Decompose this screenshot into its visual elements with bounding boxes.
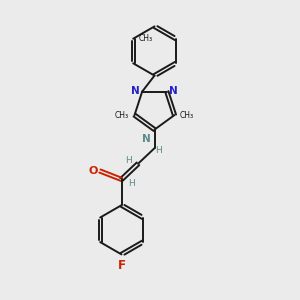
Text: CH₃: CH₃ [180, 111, 194, 120]
Text: H: H [125, 156, 131, 165]
Text: H: H [128, 178, 135, 188]
Text: F: F [118, 259, 125, 272]
Text: O: O [89, 166, 98, 176]
Text: N: N [131, 86, 140, 96]
Text: H: H [155, 146, 162, 154]
Text: CH₃: CH₃ [115, 111, 129, 120]
Text: N: N [142, 134, 151, 144]
Text: N: N [169, 86, 178, 96]
Text: CH₃: CH₃ [139, 34, 153, 43]
